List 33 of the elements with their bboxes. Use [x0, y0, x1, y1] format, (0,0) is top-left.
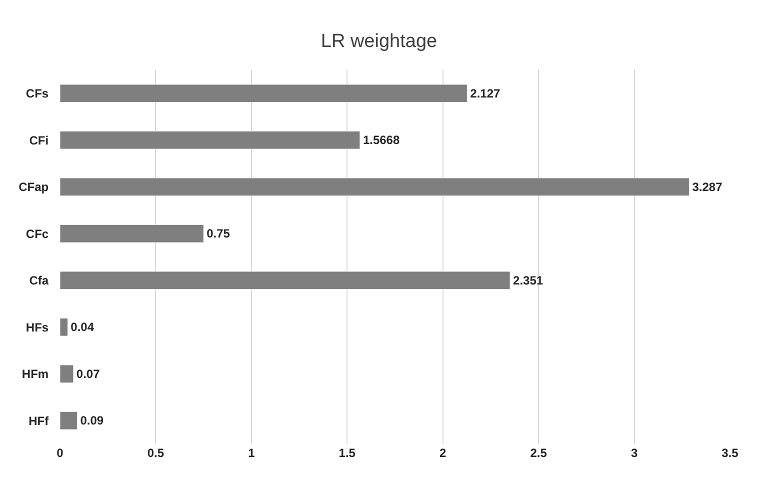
- data-label: 0.04: [70, 320, 94, 334]
- y-tick-label: CFc: [26, 226, 49, 241]
- y-tick-label: HFm: [22, 367, 49, 382]
- x-tick-label: 3.5: [722, 446, 739, 460]
- data-label: 1.5668: [362, 133, 400, 148]
- bar: [60, 224, 204, 243]
- x-tick-label: 2: [440, 446, 447, 460]
- y-tick-label: HFf: [28, 414, 50, 428]
- data-label: 2.127: [470, 86, 501, 100]
- bar: [60, 130, 360, 150]
- y-tick-label: CFi: [29, 133, 49, 148]
- x-tick-label: 0: [56, 446, 64, 460]
- bar: [60, 271, 510, 290]
- bar: [60, 178, 690, 196]
- x-tick-label: 1.5: [338, 446, 356, 460]
- bar: [60, 364, 74, 384]
- x-tick-label: 3: [630, 446, 638, 460]
- bar: [60, 411, 78, 430]
- data-label: 0.09: [80, 414, 104, 428]
- y-tick-label: HFs: [26, 320, 49, 334]
- chart-title: LR weightage: [320, 30, 438, 52]
- data-label: 3.287: [692, 180, 723, 194]
- x-tick-label: 1: [248, 446, 256, 460]
- y-tick-label: Cfa: [29, 274, 49, 288]
- y-tick-label: CFap: [18, 180, 49, 194]
- x-tick-label: 2.5: [530, 446, 548, 460]
- y-tick-label: CFs: [26, 86, 49, 101]
- data-label: 0.75: [206, 226, 230, 241]
- bar: [60, 318, 68, 336]
- x-tick-label: 0.5: [147, 446, 164, 460]
- data-label: 0.07: [76, 366, 100, 381]
- data-label: 2.351: [513, 273, 544, 288]
- bar: [60, 84, 468, 103]
